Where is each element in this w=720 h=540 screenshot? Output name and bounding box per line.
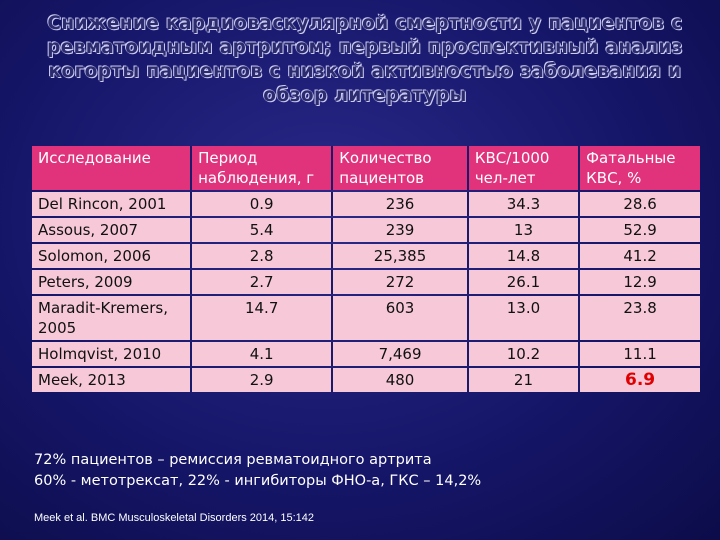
cell-patients: 239 bbox=[333, 218, 469, 242]
cell-patients: 480 bbox=[333, 368, 469, 392]
cell-fatal-cve: 52.9 bbox=[580, 218, 700, 242]
cell-follow-up: 0.9 bbox=[192, 192, 334, 216]
cell-follow-up: 4.1 bbox=[192, 342, 334, 366]
notes-block: 72% пациентов – ремиссия ревматоидного а… bbox=[34, 450, 481, 492]
cell-follow-up: 14.7 bbox=[192, 296, 334, 340]
header-study: Исследование bbox=[32, 146, 193, 190]
cell-follow-up: 2.9 bbox=[192, 368, 334, 392]
cell-fatal-cve-highlight: 6.9 bbox=[580, 368, 700, 392]
cell-study: Solomon, 2006 bbox=[32, 244, 193, 268]
table-row: Del Rincon, 2001 0.9 236 34.3 28.6 bbox=[32, 192, 700, 216]
header-cve-rate: КВС/1000 чел-лет bbox=[468, 146, 581, 190]
cell-study: Peters, 2009 bbox=[32, 270, 193, 294]
cell-study: Del Rincon, 2001 bbox=[32, 192, 193, 216]
cell-fatal-cve: 41.2 bbox=[580, 244, 700, 268]
cell-study: Holmqvist, 2010 bbox=[32, 342, 193, 366]
cell-follow-up: 2.7 bbox=[192, 270, 334, 294]
studies-table: Исследование Период наблюдения, г Количе… bbox=[32, 144, 700, 394]
cell-patients: 272 bbox=[333, 270, 469, 294]
table-row: Assous, 2007 5.4 239 13 52.9 bbox=[32, 218, 700, 242]
cell-cve-rate: 10.2 bbox=[468, 342, 581, 366]
header-patients: Количество пациентов bbox=[333, 146, 469, 190]
cell-follow-up: 5.4 bbox=[192, 218, 334, 242]
cell-patients: 603 bbox=[333, 296, 469, 340]
citation: Meek et al. BMC Musculoskeletal Disorder… bbox=[34, 512, 315, 524]
cell-cve-rate: 21 bbox=[468, 368, 581, 392]
header-fatal-cve: Фатальные КВС, % bbox=[580, 146, 700, 190]
cell-follow-up: 2.8 bbox=[192, 244, 334, 268]
cell-patients: 236 bbox=[333, 192, 469, 216]
table-row: Meek, 2013 2.9 480 21 6.9 bbox=[32, 368, 700, 392]
note-remission: 72% пациентов – ремиссия ревматоидного а… bbox=[34, 452, 432, 468]
cell-fatal-cve: 28.6 bbox=[580, 192, 700, 216]
table-row: Peters, 2009 2.7 272 26.1 12.9 bbox=[32, 270, 700, 294]
cell-study: Assous, 2007 bbox=[32, 218, 193, 242]
cell-study: Meek, 2013 bbox=[32, 368, 193, 392]
cell-cve-rate: 34.3 bbox=[468, 192, 581, 216]
cell-cve-rate: 14.8 bbox=[468, 244, 581, 268]
note-therapy: 60% - метотрексат, 22% - ингибиторы ФНО-… bbox=[34, 473, 482, 489]
cell-fatal-cve: 12.9 bbox=[580, 270, 700, 294]
table-row: Holmqvist, 2010 4.1 7,469 10.2 11.1 bbox=[32, 342, 700, 366]
table-row: Solomon, 2006 2.8 25,385 14.8 41.2 bbox=[32, 244, 700, 268]
cell-fatal-cve: 11.1 bbox=[580, 342, 700, 366]
cell-patients: 7,469 bbox=[333, 342, 469, 366]
table-header-row: Исследование Период наблюдения, г Количе… bbox=[32, 146, 700, 190]
table-row: Maradit-Kremers, 2005 14.7 603 13.0 23.8 bbox=[32, 296, 700, 340]
cell-cve-rate: 13 bbox=[468, 218, 581, 242]
slide-title: Снижение кардиоваскулярной смертности у … bbox=[47, 13, 683, 106]
cell-cve-rate: 26.1 bbox=[468, 270, 581, 294]
cell-fatal-cve: 23.8 bbox=[580, 296, 700, 340]
header-follow-up: Период наблюдения, г bbox=[192, 146, 334, 190]
cell-cve-rate: 13.0 bbox=[468, 296, 581, 340]
cell-study: Maradit-Kremers, 2005 bbox=[32, 296, 193, 340]
cell-patients: 25,385 bbox=[333, 244, 469, 268]
